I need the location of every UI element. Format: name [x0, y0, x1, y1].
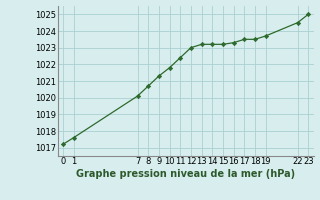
- X-axis label: Graphe pression niveau de la mer (hPa): Graphe pression niveau de la mer (hPa): [76, 169, 295, 179]
